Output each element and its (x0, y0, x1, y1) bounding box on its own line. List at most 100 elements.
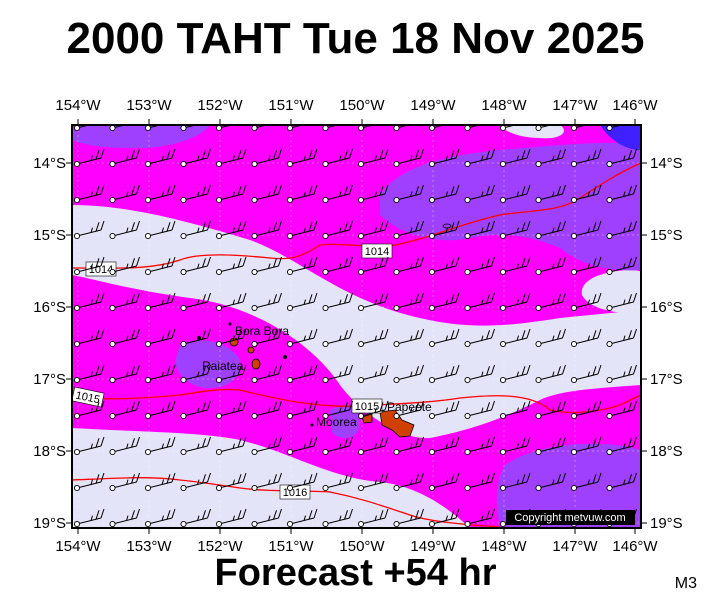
barb-station (73, 520, 81, 528)
barb-station (535, 160, 542, 168)
wind-barb (540, 220, 566, 236)
barb-station (357, 196, 365, 204)
wind-barb (256, 328, 282, 344)
wind-barb (327, 436, 353, 452)
lon-label: 150°W (339, 97, 385, 114)
barb-station (144, 160, 152, 168)
wind-barb (150, 508, 176, 524)
barb-station (180, 520, 187, 528)
barb-station (322, 376, 329, 384)
barb-station (428, 376, 436, 384)
barb-station (322, 520, 329, 528)
barb-station (180, 232, 187, 240)
latitude-labels-right: 14°S 15°S 16°S 17°S 18°S 19°S (650, 155, 683, 532)
wind-barb (185, 292, 211, 308)
barb-station (570, 160, 578, 168)
lon-label: 147°W (552, 97, 598, 114)
barb-station (322, 160, 329, 168)
wind-barb (540, 292, 566, 308)
barb-station (215, 268, 223, 276)
barb-station (109, 448, 116, 456)
barb-station (286, 160, 294, 168)
wind-barb (256, 364, 282, 380)
shade-violet-tahiti (330, 406, 361, 439)
barb-station (570, 412, 578, 420)
wind-barb (185, 148, 211, 164)
lat-label: 18°S (33, 443, 66, 460)
wind-barb (221, 328, 247, 344)
barb-station (322, 484, 329, 492)
lon-label: 149°W (410, 538, 456, 555)
lat-label: 19°S (33, 515, 66, 532)
lat-label: 16°S (650, 299, 683, 316)
wind-barb (434, 472, 460, 488)
shade-calm-top (500, 125, 564, 139)
barb-station (393, 304, 400, 312)
lat-label: 17°S (650, 371, 683, 388)
longitude-labels-top: 154°W 153°W 152°W 151°W 150°W 149°W 148°… (55, 97, 658, 114)
wind-barb (540, 400, 566, 416)
barb-station (535, 125, 542, 132)
barb-station (499, 412, 507, 420)
lat-label: 19°S (650, 515, 683, 532)
isobar-label: 1014 (89, 264, 113, 276)
lon-label: 147°W (552, 538, 598, 555)
isobar-label: 1015 (355, 401, 379, 413)
barb-station (251, 340, 258, 348)
wind-barb (256, 292, 282, 308)
place-label-bora-bora: Bora Bora (235, 324, 289, 338)
wind-barb (434, 400, 460, 416)
barb-station (73, 448, 81, 456)
barb-station (535, 196, 542, 204)
wind-barb (114, 508, 140, 524)
wind-barb (398, 256, 424, 272)
wind-barb (576, 436, 602, 452)
lon-label: 154°W (55, 538, 101, 555)
wind-barb (327, 508, 353, 524)
wind-barb (398, 472, 424, 488)
barb-station (109, 196, 116, 204)
wind-barb (114, 292, 140, 308)
wind-barb (469, 436, 495, 452)
wind-barb (114, 400, 140, 416)
barb-station (144, 376, 152, 384)
barb-station (73, 304, 81, 312)
island-moorea-marker (310, 423, 314, 427)
wind-barb (576, 292, 602, 308)
barb-station (535, 484, 542, 492)
barb-station (535, 376, 542, 384)
wind-barb (576, 364, 602, 380)
barb-station (215, 125, 223, 132)
barb-station (251, 304, 258, 312)
wind-barbs (73, 125, 637, 528)
barb-station (499, 340, 507, 348)
barb-station (180, 304, 187, 312)
wind-barb (469, 256, 495, 272)
wind-barb (398, 220, 424, 236)
barb-station (109, 268, 116, 276)
wind-barb (576, 400, 602, 416)
barb-station (393, 196, 400, 204)
wind-barb (469, 472, 495, 488)
wind-barb (611, 400, 637, 416)
lon-label: 154°W (55, 97, 101, 114)
barb-station (286, 304, 294, 312)
barb-station (251, 160, 258, 168)
barb-station (393, 484, 400, 492)
barb-station (215, 484, 223, 492)
wind-barb (540, 148, 566, 164)
wind-barb (292, 472, 318, 488)
barb-station (535, 268, 542, 276)
wind-barb (256, 220, 282, 236)
barb-station (606, 340, 613, 348)
barb-station (357, 376, 365, 384)
barb-station (286, 520, 294, 528)
island-raiatea (251, 358, 261, 370)
barb-station (499, 376, 507, 384)
barb-station (180, 340, 187, 348)
wind-barb (611, 472, 637, 488)
wind-barb (221, 256, 247, 272)
wind-barb (540, 184, 566, 200)
barb-station (464, 160, 471, 168)
wind-barb (79, 472, 105, 488)
